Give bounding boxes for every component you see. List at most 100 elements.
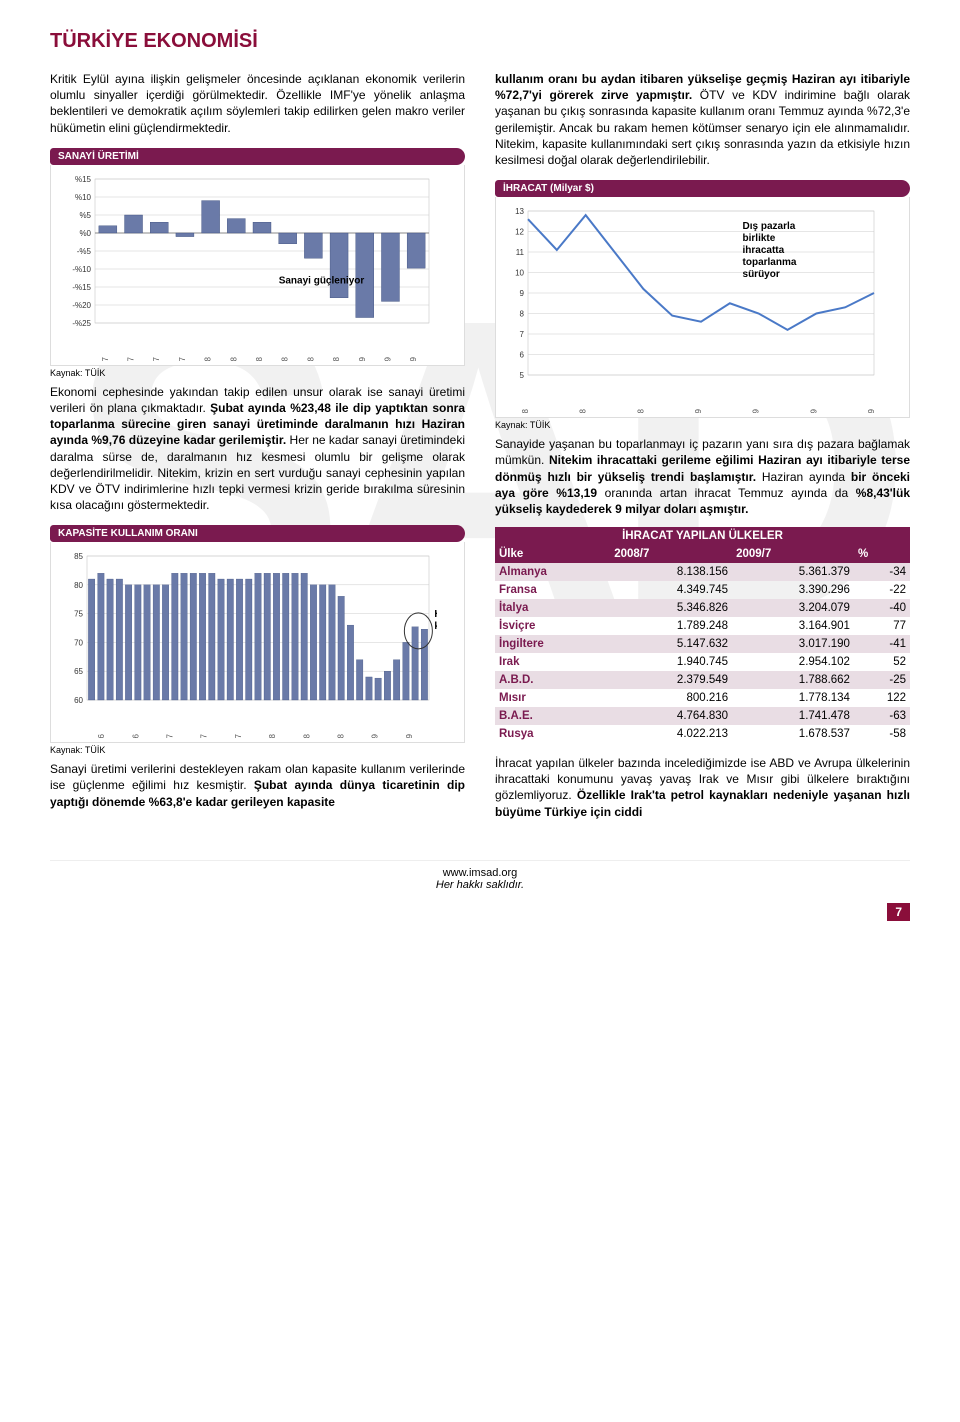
svg-text:Eki.08: Eki.08 (306, 356, 315, 361)
export-table-header: 2009/7 (732, 545, 854, 563)
svg-text:%0: %0 (79, 229, 91, 238)
svg-text:Şub.09: Şub.09 (358, 356, 367, 361)
svg-text:Eki.07: Eki.07 (152, 356, 161, 361)
chart-kapasite: KAPASİTE KULLANIM ORANI 85 80 75 70 65 60 Tem.… (50, 525, 465, 755)
table-row: A.B.D.2.379.5491.788.662-25 (495, 671, 910, 689)
svg-text:Dış pazarla: Dış pazarla (743, 221, 796, 232)
svg-text:Oca.09: Oca.09 (694, 409, 703, 414)
table-row: Mısır800.2161.778.134122 (495, 689, 910, 707)
svg-text:Mar.09: Mar.09 (752, 409, 761, 414)
svg-text:-%25: -%25 (72, 319, 91, 328)
svg-text:Haz.07: Haz.07 (101, 356, 110, 361)
svg-text:Kas.08: Kas.08 (636, 409, 645, 414)
svg-text:%5: %5 (79, 211, 91, 220)
table-row: İtalya5.346.8263.204.079-40 (495, 599, 910, 617)
svg-text:Mar.09: Mar.09 (371, 734, 380, 739)
svg-text:Kas.06: Kas.06 (131, 734, 140, 739)
svg-text:5: 5 (520, 371, 525, 380)
svg-text:Ara.08: Ara.08 (332, 356, 341, 361)
chart-sanayi: SANAYİ ÜRETİMİ %15 %10 %5 %0 -%5 -%10 -%15 -%20… (50, 148, 465, 378)
chart-ihracat-title: İHRACAT (Milyar $) (495, 180, 910, 197)
svg-text:Kas.07: Kas.07 (234, 734, 243, 739)
svg-text:ihracatta: ihracatta (743, 245, 785, 256)
svg-text:70: 70 (74, 639, 83, 648)
chart-ihracat: İHRACAT (Milyar $) 1312111098765Tem.08Ey… (495, 180, 910, 430)
export-table-header: 2008/7 (610, 545, 732, 563)
svg-text:toparlanma: toparlanma (743, 257, 797, 268)
svg-text:Mar.07: Mar.07 (166, 734, 175, 739)
table-row: İsviçre1.789.2483.164.90177 (495, 617, 910, 635)
svg-text:kesti: kesti (434, 621, 437, 632)
svg-text:Kas.08: Kas.08 (337, 734, 346, 739)
svg-text:12: 12 (515, 228, 524, 237)
left-column: Kritik Eylül ayına ilişkin gelişmeler ön… (50, 71, 465, 830)
right-p2c: Haziran ayında (762, 470, 851, 484)
export-table-header: Ülke (495, 545, 610, 563)
right-p2: Sanayide yaşanan bu toparlanmayı iç paza… (495, 436, 910, 517)
page-number: 7 (887, 903, 910, 921)
svg-text:Sanayi güçleniyor: Sanayi güçleniyor (279, 275, 365, 286)
svg-text:Tem.09: Tem.09 (405, 734, 414, 739)
right-column: kullanım oranı bu aydan itibaren yükseli… (495, 71, 910, 830)
svg-text:%15: %15 (75, 175, 92, 184)
svg-text:sürüyor: sürüyor (743, 269, 780, 280)
svg-text:Tem.07: Tem.07 (200, 734, 209, 739)
svg-text:80: 80 (74, 581, 83, 590)
svg-text:Mar.08: Mar.08 (268, 734, 277, 739)
svg-text:-%15: -%15 (72, 283, 91, 292)
table-row: Almanya8.138.1565.361.379-34 (495, 563, 910, 581)
right-p3: İhracat yapılan ülkeler bazında inceledi… (495, 755, 910, 820)
table-row: Irak1.940.7452.954.10252 (495, 653, 910, 671)
svg-text:Tem.08: Tem.08 (302, 734, 311, 739)
svg-text:Nis.08: Nis.08 (229, 356, 238, 361)
svg-text:60: 60 (74, 696, 83, 705)
svg-text:6: 6 (520, 351, 525, 360)
svg-text:May.09: May.09 (809, 409, 818, 414)
svg-text:85: 85 (74, 552, 83, 561)
svg-text:%10: %10 (75, 193, 92, 202)
svg-text:Nis.09: Nis.09 (383, 356, 392, 361)
right-p1: kullanım oranı bu aydan itibaren yükseli… (495, 71, 910, 168)
svg-text:65: 65 (74, 667, 83, 676)
svg-text:Ara.07: Ara.07 (178, 356, 187, 361)
chart-ihracat-source: Kaynak: TÜİK (495, 420, 910, 430)
svg-text:9: 9 (520, 289, 525, 298)
page-title: TÜRKİYE EKONOMİSİ (50, 30, 910, 53)
footer-url: www.imsad.org (50, 867, 910, 879)
svg-text:Eyl.08: Eyl.08 (579, 409, 588, 414)
table-row: İngiltere5.147.6323.017.190-41 (495, 635, 910, 653)
svg-text:birlikte: birlikte (743, 233, 776, 244)
left-p2: Ekonomi cephesinde yakından takip edilen… (50, 384, 465, 514)
chart-kapasite-source: Kaynak: TÜİK (50, 745, 465, 755)
chart-sanayi-source: Kaynak: TÜİK (50, 368, 465, 378)
svg-text:8: 8 (520, 310, 525, 319)
table-row: Fransa4.349.7453.390.296-22 (495, 581, 910, 599)
footer: www.imsad.org Her hakkı saklıdır. (50, 860, 910, 891)
left-p3: Sanayi üretimi verilerini destekleyen ra… (50, 761, 465, 810)
chart-sanayi-title: SANAYİ ÜRETİMİ (50, 148, 465, 165)
export-table-header: % (854, 545, 910, 563)
svg-text:75: 75 (74, 610, 83, 619)
export-table: İHRACAT YAPILAN ÜLKELER Ülke2008/72009/7… (495, 527, 910, 743)
table-row: B.A.E.4.764.8301.741.478-63 (495, 707, 910, 725)
chart-kapasite-title: KAPASİTE KULLANIM ORANI (50, 525, 465, 542)
svg-text:-%5: -%5 (77, 247, 92, 256)
svg-text:-%10: -%10 (72, 265, 91, 274)
left-p1: Kritik Eylül ayına ilişkin gelişmeler ön… (50, 71, 465, 136)
right-p2e: oranında artan ihracat Temmuz ayında da (605, 486, 856, 500)
chart-sanayi-svg: %15 %10 %5 %0 -%5 -%10 -%15 -%20 -%25 Haz.07 Ağu.0… (57, 171, 437, 361)
svg-text:11: 11 (516, 248, 525, 257)
svg-text:Haz.08: Haz.08 (255, 356, 264, 361)
footer-rights: Her hakkı saklıdır. (50, 879, 910, 891)
svg-text:Tem.08: Tem.08 (521, 409, 530, 414)
export-table-title: İHRACAT YAPILAN ÜLKELER (495, 527, 910, 545)
svg-text:Hız: Hız (434, 609, 437, 620)
svg-text:Şub.08: Şub.08 (204, 356, 213, 361)
svg-text:Tem.09: Tem.09 (867, 409, 876, 414)
svg-text:-%20: -%20 (72, 301, 91, 310)
svg-text:Ağu.07: Ağu.07 (127, 356, 136, 361)
chart-ihracat-svg: 1312111098765Tem.08Eyl.08Kas.08Oca.09Mar… (502, 203, 882, 413)
svg-text:10: 10 (515, 269, 524, 278)
svg-text:Haz.09: Haz.09 (409, 356, 418, 361)
svg-text:Tem.06: Tem.06 (97, 734, 106, 739)
